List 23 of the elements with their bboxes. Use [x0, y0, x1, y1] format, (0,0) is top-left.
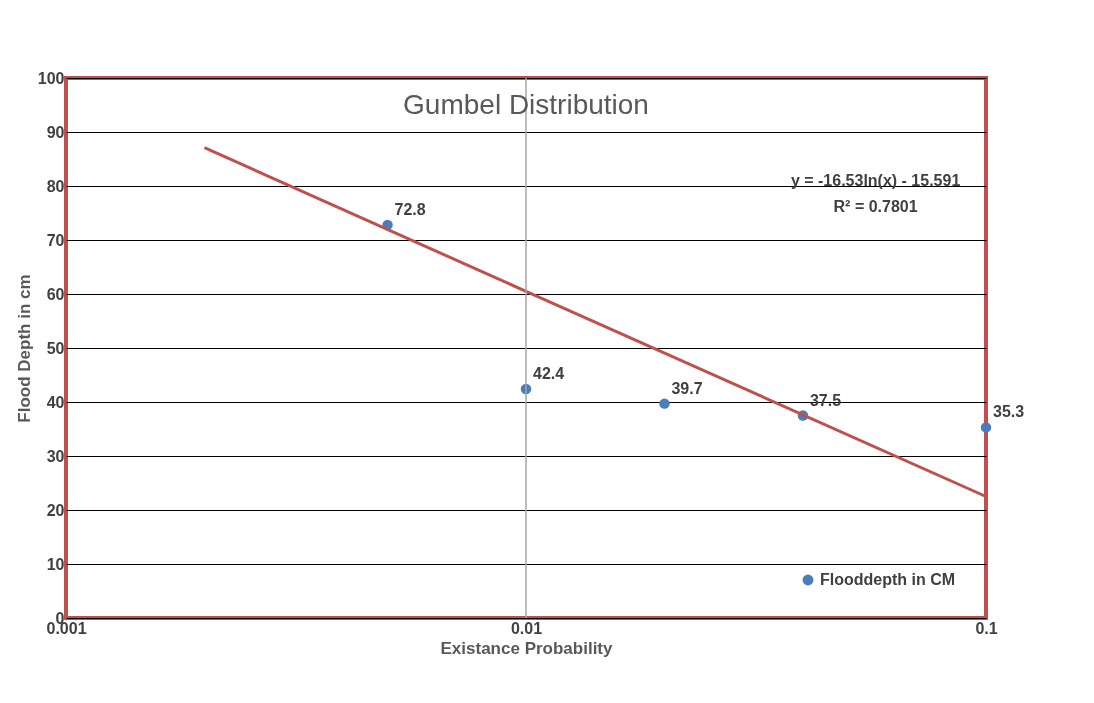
data-label: 72.8 [394, 200, 426, 218]
y-tick-label: 80 [46, 177, 65, 195]
data-label: 42.4 [533, 365, 565, 383]
y-tick-label: 100 [37, 69, 65, 87]
annotation: R² = 0.7801 [833, 197, 918, 215]
x-axis-title: Existance Probability [440, 638, 614, 658]
y-tick-label: 50 [46, 339, 65, 357]
y-tick-label: 10 [46, 555, 65, 573]
chart-title: Gumbel Distribution [403, 89, 649, 120]
point [659, 398, 670, 409]
y-axis-title: Flood Depth in cm [14, 274, 34, 423]
x-tick-label: 0.1 [975, 619, 998, 637]
y-tick-label: 60 [46, 285, 65, 303]
y-tick-label: 90 [46, 123, 65, 141]
legend-label: Flooddepth in CM [820, 571, 956, 588]
y-tick-label: 40 [46, 393, 65, 411]
y-tick-label: 30 [46, 447, 65, 465]
y-tick-label: 70 [46, 231, 65, 249]
data-label: 35.3 [993, 403, 1025, 421]
annotation: y = -16.53ln(x) - 15.591 [790, 171, 961, 189]
data-label: 39.7 [671, 379, 703, 397]
x-tick-label: 0.01 [510, 619, 543, 637]
y-tick-label: 20 [46, 501, 65, 519]
